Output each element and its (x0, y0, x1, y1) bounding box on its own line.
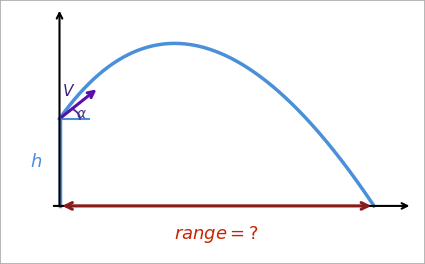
Text: $\alpha$: $\alpha$ (76, 106, 87, 121)
Text: $h$: $h$ (30, 153, 42, 171)
Text: $V$: $V$ (62, 83, 75, 99)
Text: $range = ?$: $range = ?$ (174, 224, 259, 246)
